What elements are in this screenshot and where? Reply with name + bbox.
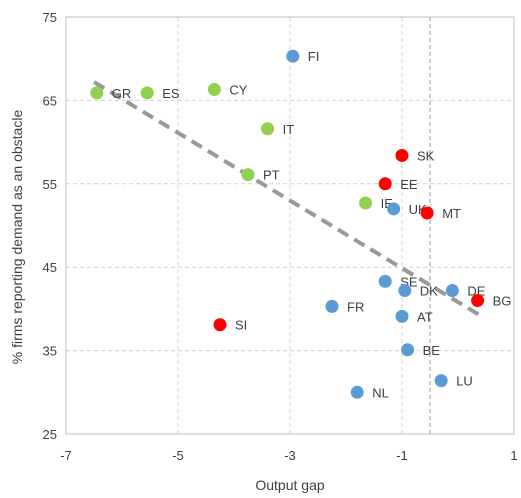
y-tick-label: 65 — [43, 93, 57, 108]
point-nl — [350, 385, 364, 399]
x-tick-label: -7 — [60, 448, 72, 463]
point-be — [401, 343, 415, 357]
x-tick-label: -1 — [396, 448, 408, 463]
point-si — [213, 318, 227, 332]
point-es — [140, 86, 154, 100]
point-label-fr: FR — [347, 299, 364, 314]
point-label-mt: MT — [442, 206, 461, 221]
point-label-lu: LU — [456, 374, 473, 389]
point-label-it: IT — [283, 122, 295, 137]
point-mt — [420, 206, 434, 220]
point-uk — [387, 202, 401, 216]
point-dk — [398, 284, 412, 298]
point-pt — [241, 168, 255, 182]
axes-layer: 25 35 45 55 65 75 -7 -5 -3 -1 1 — [43, 10, 518, 463]
x-tick-label: -3 — [284, 448, 296, 463]
point-fi — [286, 49, 300, 63]
point-label-de: DE — [467, 284, 485, 299]
point-label-es: ES — [162, 86, 180, 101]
y-tick-label: 45 — [43, 260, 57, 275]
point-label-ee: EE — [400, 177, 418, 192]
y-tick-label: 75 — [43, 10, 57, 25]
point-ee — [378, 177, 392, 191]
x-axis-title: Output gap — [255, 477, 324, 493]
y-tick-label: 55 — [43, 177, 57, 192]
point-label-be: BE — [423, 343, 441, 358]
point-bg — [471, 294, 485, 308]
y-axis-title: % firms reporting demand as an obstacle — [9, 110, 25, 365]
point-label-si: SI — [235, 318, 247, 333]
point-ie — [359, 196, 373, 210]
x-tick-label: -5 — [172, 448, 184, 463]
point-de — [445, 284, 459, 298]
x-tick-label: 1 — [510, 448, 517, 463]
grid-layer — [66, 17, 514, 434]
point-it — [261, 122, 275, 136]
point-label-gr: GR — [112, 86, 132, 101]
trendline — [92, 80, 482, 318]
point-label-sk: SK — [417, 148, 435, 163]
point-label-pt: PT — [263, 168, 280, 183]
point-label-fi: FI — [308, 49, 320, 64]
point-gr — [90, 86, 104, 100]
plot-border — [65, 16, 515, 435]
point-label-at: AT — [417, 309, 433, 324]
point-sk — [395, 148, 409, 162]
point-cy — [207, 83, 221, 97]
point-at — [395, 309, 409, 323]
point-se — [378, 274, 392, 288]
point-label-dk: DK — [420, 284, 438, 299]
y-tick-label: 35 — [43, 344, 57, 359]
y-tick-label: 25 — [43, 427, 57, 442]
trendline-layer — [92, 80, 482, 318]
point-label-bg: BG — [493, 294, 512, 309]
point-label-cy: CY — [229, 83, 247, 98]
point-lu — [434, 374, 448, 388]
point-label-nl: NL — [372, 385, 389, 400]
point-fr — [325, 299, 339, 313]
